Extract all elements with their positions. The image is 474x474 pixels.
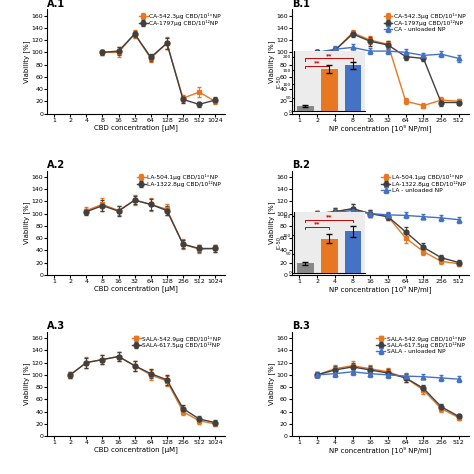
Legend: CA-542.3μg CBD/10¹°NP, CA-1797μg CBD/10¹²NP: CA-542.3μg CBD/10¹°NP, CA-1797μg CBD/10¹… [138,12,222,27]
Legend: LA-504.1μg CBD/10¹°NP, LA-1322.8μg CBD/10¹²NP: LA-504.1μg CBD/10¹°NP, LA-1322.8μg CBD/1… [136,173,222,188]
Y-axis label: Viability [%]: Viability [%] [268,201,275,244]
Y-axis label: Viability [%]: Viability [%] [23,363,30,405]
X-axis label: CBD concentration [μM]: CBD concentration [μM] [94,447,178,454]
Y-axis label: Viability [%]: Viability [%] [23,40,30,83]
Text: A.2: A.2 [47,160,65,170]
Text: A.1: A.1 [47,0,65,9]
Legend: SALA-542.9μg CBD/10¹°NP, SALA-617.5μg CBD/10¹²NP: SALA-542.9μg CBD/10¹°NP, SALA-617.5μg CB… [131,335,222,349]
Text: B.3: B.3 [292,321,310,331]
X-axis label: NP concentration [10⁹ NP/ml]: NP concentration [10⁹ NP/ml] [329,124,432,132]
Y-axis label: Viability [%]: Viability [%] [23,201,30,244]
Text: B.2: B.2 [292,160,310,170]
Text: A.3: A.3 [47,321,65,331]
Text: B.1: B.1 [292,0,310,9]
Y-axis label: Viability [%]: Viability [%] [268,363,275,405]
X-axis label: CBD concentration [μM]: CBD concentration [μM] [94,285,178,292]
Legend: LA-504.1μg CBD/10¹°NP, LA-1322.8μg CBD/10¹²NP, LA - unloaded NP: LA-504.1μg CBD/10¹°NP, LA-1322.8μg CBD/1… [381,173,466,194]
Legend: CA-542.3μg CBD/10¹°NP, CA-1797μg CBD/10¹²NP, CA - unloaded NP: CA-542.3μg CBD/10¹°NP, CA-1797μg CBD/10¹… [383,12,466,32]
Legend: SALA-542.9μg CBD/10¹°NP, SALA-617.5μg CBD/10¹²NP, SALA - unloaded NP: SALA-542.9μg CBD/10¹°NP, SALA-617.5μg CB… [376,335,466,355]
Y-axis label: Viability [%]: Viability [%] [268,40,275,83]
X-axis label: CBD concentration [μM]: CBD concentration [μM] [94,124,178,131]
X-axis label: NP concentration [10⁹ NP/ml]: NP concentration [10⁹ NP/ml] [329,285,432,293]
X-axis label: NP concentration [10⁹ NP/ml]: NP concentration [10⁹ NP/ml] [329,447,432,455]
